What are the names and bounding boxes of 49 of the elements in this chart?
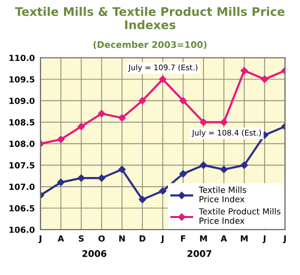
point	[240, 67, 248, 74]
x-tick-label: M	[240, 235, 248, 242]
x-tick-label: M	[200, 235, 207, 242]
y-tick-label: 107.5	[10, 162, 34, 168]
x-tick-label: F	[181, 235, 186, 242]
point	[57, 136, 65, 144]
point	[118, 166, 126, 174]
x-tick-label: S	[78, 235, 84, 242]
x-tick-label: O	[98, 235, 105, 242]
point	[240, 162, 248, 169]
y-tick-label: 106.5	[10, 205, 34, 212]
x-tick-label: J	[38, 235, 42, 244]
point	[179, 170, 187, 178]
x-tick-label: J	[262, 235, 266, 244]
legend-label: Textile Product Mills Price Index	[198, 208, 280, 224]
point	[200, 162, 208, 169]
y-tick-label: 106.0	[10, 226, 35, 233]
y-tick-label: 110.0	[10, 54, 35, 62]
point	[78, 122, 85, 130]
x-tick-label: N	[119, 235, 125, 242]
y-tick-label: 109.0	[10, 98, 35, 104]
y-tick-label: 108.5	[10, 119, 34, 126]
point	[98, 110, 106, 118]
y-tick-label: 108.0	[10, 140, 35, 147]
point	[138, 97, 146, 104]
point	[118, 114, 126, 122]
point	[159, 187, 166, 195]
chart-title: Textile Mills & Textile Product Mills Price Indexes	[15, 6, 284, 30]
point	[98, 174, 106, 182]
legend-label: Textile Mills Price Index	[198, 186, 246, 202]
x-tick-label: J	[160, 235, 164, 244]
x-tick-label: A	[58, 235, 64, 242]
point	[179, 97, 187, 104]
text: 2006	[82, 250, 106, 257]
point	[57, 178, 65, 186]
x-tick-label: D	[140, 235, 146, 242]
chart-subtitle: (December 2003=100)	[94, 41, 206, 50]
point	[220, 118, 228, 126]
text: 2007	[188, 250, 212, 257]
x-tick-label: J	[282, 235, 286, 244]
point	[220, 166, 228, 174]
point	[159, 76, 166, 83]
y-tick-label: 109.5	[10, 76, 34, 83]
point	[200, 118, 208, 126]
point	[138, 196, 146, 204]
x-tick-label: A	[220, 235, 228, 242]
point	[260, 76, 268, 83]
y-tick-label: 107.0	[10, 184, 35, 190]
point	[78, 174, 85, 182]
